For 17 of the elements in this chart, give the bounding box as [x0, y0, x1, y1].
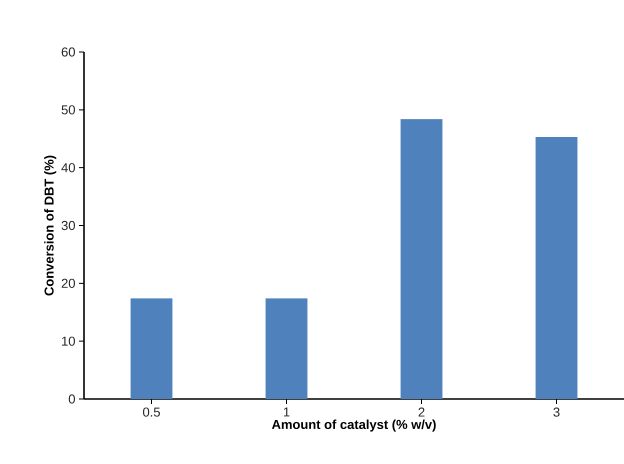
y-tick-label: 60	[62, 47, 75, 57]
y-tick-label: 40	[61, 163, 75, 172]
x-tick-label: 2	[418, 408, 424, 417]
y-tick-label: 10	[62, 336, 75, 346]
bar	[130, 298, 172, 399]
x-tick-label: 1	[284, 408, 290, 416]
y-tick-label: 20	[62, 278, 75, 288]
bar	[400, 119, 442, 399]
y-tick-label: 0	[68, 394, 75, 404]
x-axis-title: Amount of catalyst (% w/v)	[272, 420, 436, 432]
y-tick-label: 30	[62, 220, 75, 230]
y-axis-title: Conversion of DBT (%)	[44, 156, 56, 296]
bar	[266, 298, 308, 399]
x-tick-label: 0.5	[143, 408, 160, 417]
x-tick-label: 3	[553, 408, 560, 417]
y-tick-label: 50	[62, 105, 75, 114]
bar	[536, 137, 578, 399]
